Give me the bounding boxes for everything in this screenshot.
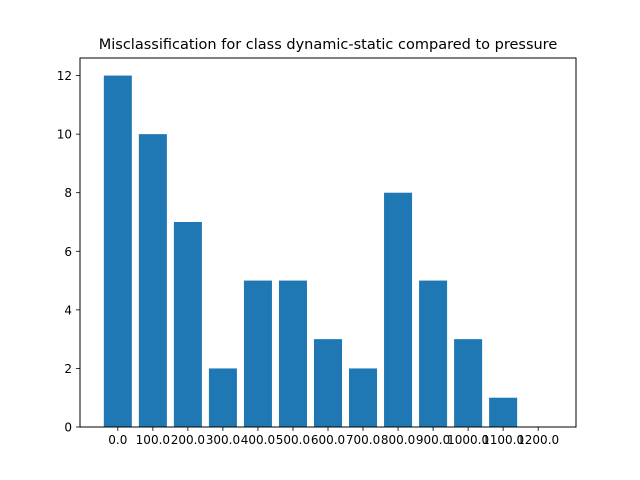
- bars-group: [103, 75, 518, 427]
- bar-700.0: [349, 368, 378, 427]
- x-tick-label: 700.0: [346, 433, 380, 447]
- bar-200.0: [173, 222, 202, 427]
- x-tick-label: 100.0: [136, 433, 170, 447]
- bar-1000.0: [454, 339, 483, 427]
- x-tick-label: 800.0: [381, 433, 415, 447]
- x-tick-label: 900.0: [416, 433, 450, 447]
- bar-800.0: [384, 192, 413, 427]
- x-tick-label: 300.0: [206, 433, 240, 447]
- bar-100.0: [138, 134, 167, 427]
- y-tick-label: 0: [64, 421, 72, 435]
- x-tick-label: 600.0: [311, 433, 345, 447]
- x-tick-label: 1100.0: [482, 433, 524, 447]
- x-tick-label: 1200.0: [517, 433, 559, 447]
- y-tick-label: 2: [64, 362, 72, 376]
- bar-500.0: [278, 280, 307, 427]
- y-tick-label: 10: [57, 128, 72, 142]
- bar-300.0: [208, 368, 237, 427]
- bar-1100.0: [489, 397, 518, 427]
- bar-600.0: [313, 339, 343, 427]
- y-tick-label: 6: [64, 245, 72, 259]
- bar-0.0: [103, 75, 132, 427]
- x-tick-label: 1000.0: [447, 433, 489, 447]
- y-tick-label: 12: [57, 69, 72, 83]
- chart-title: Misclassification for class dynamic-stat…: [99, 37, 558, 53]
- x-axis: 0.0 100.0 200.0 300.0 400.0 500.0 600.0 700.0 80…: [108, 427, 559, 447]
- bar-400.0: [243, 280, 272, 427]
- x-tick-label: 0.0: [108, 433, 127, 447]
- x-tick-label: 400.0: [241, 433, 275, 447]
- x-tick-label: 200.0: [171, 433, 205, 447]
- y-tick-label: 4: [64, 303, 72, 317]
- y-axis: 0 2 4 6 8 10 12: [57, 69, 80, 435]
- x-tick-label: 500.0: [276, 433, 310, 447]
- bar-900.0: [419, 280, 448, 427]
- plot-frame: [79, 57, 577, 428]
- y-tick-label: 8: [64, 186, 72, 200]
